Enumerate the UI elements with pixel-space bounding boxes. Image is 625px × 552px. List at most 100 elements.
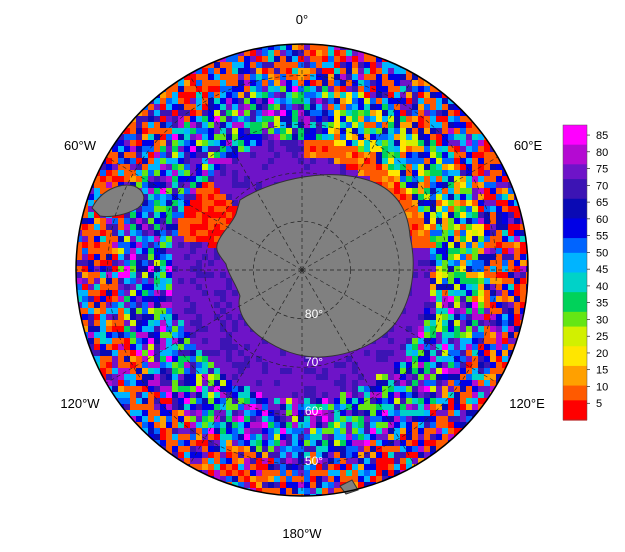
ice-cell [418, 242, 424, 248]
ice-cell [472, 218, 478, 224]
ice-cell [232, 98, 238, 104]
ice-cell [208, 338, 214, 344]
ice-cell [328, 356, 334, 362]
ice-cell [466, 236, 472, 242]
ice-cell [256, 458, 262, 464]
ice-cell [382, 122, 388, 128]
ice-cell [226, 290, 232, 296]
ice-cell [160, 242, 166, 248]
ice-cell [424, 74, 430, 80]
ice-cell [250, 188, 256, 194]
ice-cell [388, 452, 394, 458]
ice-cell [190, 176, 196, 182]
ice-cell [472, 212, 478, 218]
ice-cell [268, 344, 274, 350]
ice-cell [208, 176, 214, 182]
ice-cell [364, 140, 370, 146]
ice-cell [322, 398, 328, 404]
ice-cell [436, 362, 442, 368]
ice-cell [448, 134, 454, 140]
ice-cell [412, 188, 418, 194]
ice-cell [424, 410, 430, 416]
ice-cell [412, 434, 418, 440]
ice-cell [124, 152, 130, 158]
ice-cell [262, 374, 268, 380]
ice-cell [310, 452, 316, 458]
ice-cell [244, 416, 250, 422]
ice-cell [244, 356, 250, 362]
ice-cell [382, 350, 388, 356]
ice-cell [382, 86, 388, 92]
ice-cell [430, 446, 436, 452]
ice-cell [124, 254, 130, 260]
ice-cell [424, 242, 430, 248]
ice-cell [256, 476, 262, 482]
ice-cell [148, 398, 154, 404]
ice-cell [376, 404, 382, 410]
ice-cell [214, 266, 220, 272]
ice-cell [472, 146, 478, 152]
ice-cell [322, 374, 328, 380]
ice-cell [490, 344, 496, 350]
ice-cell [274, 440, 280, 446]
ice-cell [424, 290, 430, 296]
ice-cell [238, 338, 244, 344]
ice-cell [400, 98, 406, 104]
longitude-labels: 0° 60°E 120°E 180°W 120°W 60°W [60, 12, 545, 541]
ice-cell [130, 140, 136, 146]
ice-cell [316, 386, 322, 392]
ice-cell [268, 116, 274, 122]
ice-cell [442, 170, 448, 176]
ice-cell [346, 116, 352, 122]
ice-cell [376, 428, 382, 434]
ice-cell [274, 86, 280, 92]
ice-cell [280, 404, 286, 410]
ice-cell [430, 254, 436, 260]
ice-cell [502, 314, 508, 320]
ice-cell [130, 272, 136, 278]
ice-cell [196, 188, 202, 194]
ice-cell [244, 386, 250, 392]
ice-cell [250, 50, 256, 56]
ice-cell [112, 248, 118, 254]
ice-cell [418, 146, 424, 152]
ice-cell [382, 362, 388, 368]
ice-cell [106, 170, 112, 176]
ice-cell [352, 458, 358, 464]
ice-cell [166, 362, 172, 368]
ice-cell [142, 320, 148, 326]
ice-cell [226, 116, 232, 122]
ice-cell [322, 140, 328, 146]
ice-cell [412, 248, 418, 254]
ice-cell [268, 68, 274, 74]
ice-cell [400, 398, 406, 404]
colorbar-band [563, 125, 587, 131]
ice-cell [490, 290, 496, 296]
ice-cell [334, 410, 340, 416]
ice-cell [184, 272, 190, 278]
ice-cell [304, 440, 310, 446]
ice-cell [340, 164, 346, 170]
ice-cell [298, 146, 304, 152]
ice-cell [166, 188, 172, 194]
ice-cell [226, 332, 232, 338]
ice-cell [304, 98, 310, 104]
ice-cell [340, 134, 346, 140]
ice-cell [226, 404, 232, 410]
ice-cell [112, 146, 118, 152]
ice-cell [448, 278, 454, 284]
ice-cell [298, 488, 304, 494]
ice-cell [466, 416, 472, 422]
ice-cell [406, 398, 412, 404]
ice-cell [448, 320, 454, 326]
ice-cell [280, 56, 286, 62]
ice-cell [166, 392, 172, 398]
ice-cell [460, 398, 466, 404]
ice-cell [430, 398, 436, 404]
ice-cell [406, 410, 412, 416]
ice-cell [352, 392, 358, 398]
ice-cell [454, 218, 460, 224]
lon-label-180w: 180°W [282, 526, 322, 541]
ice-cell [94, 320, 100, 326]
ice-cell [484, 404, 490, 410]
